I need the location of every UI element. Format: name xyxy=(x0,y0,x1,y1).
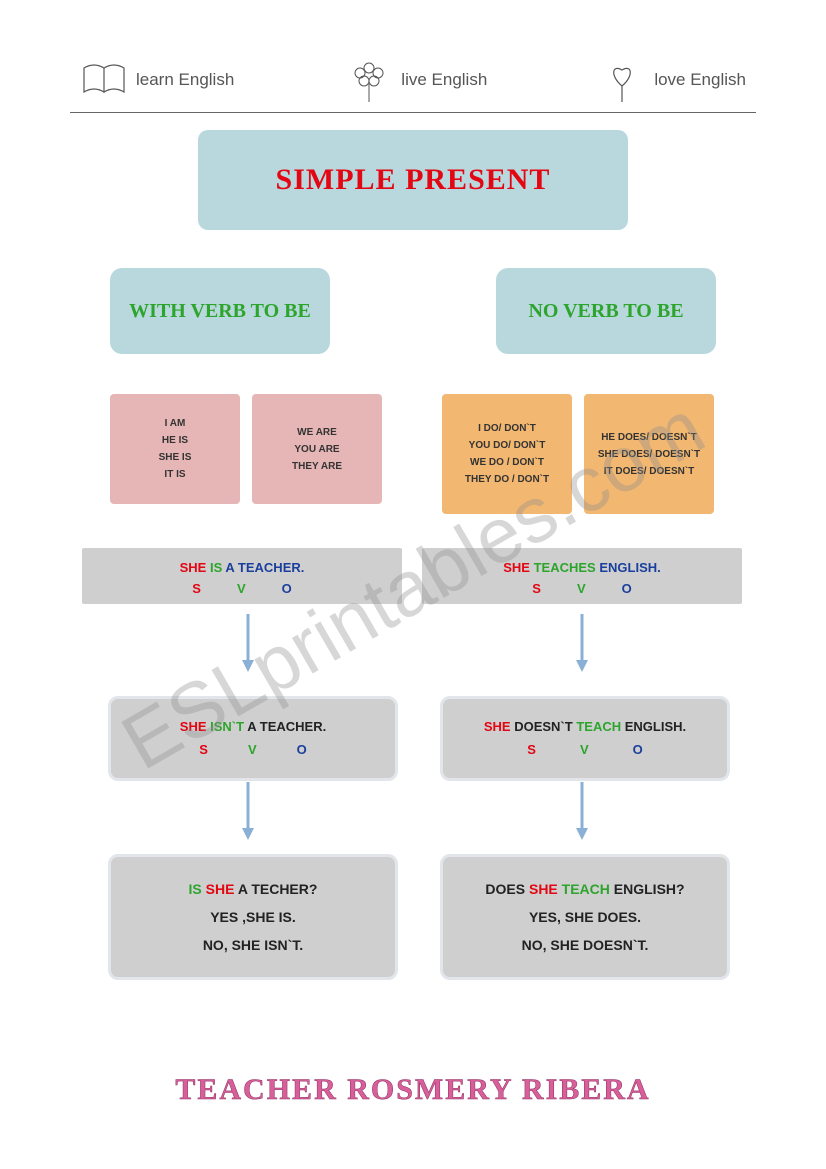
negative-right: SHE DOESN`T TEACH ENGLISH. S V O xyxy=(440,696,730,781)
header-love-text: love English xyxy=(654,70,746,90)
question-right: DOES SHE TEACH ENGLISH? YES, SHE DOES. N… xyxy=(440,854,730,980)
qR-does: DOES xyxy=(485,881,525,897)
barR-rest: ENGLISH. xyxy=(599,560,660,575)
qR-no: NO, SHE DOESN`T. xyxy=(453,931,717,959)
book-icon xyxy=(80,56,128,104)
conjugation-pink-2: WE ARE YOU ARE THEY ARE xyxy=(252,394,382,504)
sub-with-verb: WITH VERB TO BE xyxy=(110,268,330,354)
header-learn-text: learn English xyxy=(136,70,234,90)
arrow-down-icon xyxy=(238,782,258,842)
conjugation-orange-2: HE DOES/ DOESN`T SHE DOES/ DOESN`T IT DO… xyxy=(584,394,714,514)
title-text: SIMPLE PRESENT xyxy=(276,163,551,197)
qL-rest: A TECHER? xyxy=(238,881,318,897)
barL-she: SHE xyxy=(180,560,207,575)
qL-yes: YES ,SHE IS. xyxy=(121,903,385,931)
negR-v: V xyxy=(580,738,589,761)
negR-teach: TEACH xyxy=(576,719,621,734)
flower-icon xyxy=(345,56,393,104)
barR-v: V xyxy=(577,579,586,600)
header-divider xyxy=(70,112,756,113)
conjugation-pink-1: I AM HE IS SHE IS IT IS xyxy=(110,394,240,504)
arrow-down-icon xyxy=(572,614,592,674)
title-box: SIMPLE PRESENT xyxy=(198,130,628,230)
barL-v: V xyxy=(237,579,246,600)
qR-rest: ENGLISH? xyxy=(614,881,685,897)
qR-yes: YES, SHE DOES. xyxy=(453,903,717,931)
qR-she: SHE xyxy=(529,881,558,897)
conjugation-orange-1: I DO/ DON`T YOU DO/ DON`T WE DO / DON`T … xyxy=(442,394,572,514)
sub-left-text: WITH VERB TO BE xyxy=(129,299,311,323)
negL-rest: A TEACHER. xyxy=(247,719,326,734)
negR-rest: ENGLISH. xyxy=(625,719,686,734)
header-live: live English xyxy=(345,56,487,104)
negL-s: S xyxy=(199,738,208,761)
qL-no: NO, SHE ISN`T. xyxy=(121,931,385,959)
arrow-down-icon xyxy=(238,614,258,674)
barR-she: SHE xyxy=(503,560,530,575)
barR-s: S xyxy=(532,579,541,600)
orange2-text: HE DOES/ DOESN`T SHE DOES/ DOESN`T IT DO… xyxy=(598,429,700,480)
qL-she: SHE xyxy=(206,881,235,897)
pink2-text: WE ARE YOU ARE THEY ARE xyxy=(292,424,342,475)
header-row: learn English live English love English xyxy=(80,56,746,104)
header-live-text: live English xyxy=(401,70,487,90)
pink1-text: I AM HE IS SHE IS IT IS xyxy=(159,415,192,483)
footer-author: TEACHER ROSMERY RIBERA xyxy=(0,1073,826,1107)
negR-s: S xyxy=(527,738,536,761)
negR-doesnt: DOESN`T xyxy=(514,719,573,734)
question-left: IS SHE A TECHER? YES ,SHE IS. NO, SHE IS… xyxy=(108,854,398,980)
negL-she: SHE xyxy=(180,719,207,734)
header-learn: learn English xyxy=(80,56,234,104)
negative-left: SHE ISN`T A TEACHER. S V O xyxy=(108,696,398,781)
qL-is: IS xyxy=(189,881,202,897)
barL-is: IS xyxy=(210,560,222,575)
barL-rest: A TEACHER. xyxy=(225,560,304,575)
barR-teaches: TEACHES xyxy=(534,560,596,575)
barL-o: O xyxy=(282,579,292,600)
affirmative-left: SHE IS A TEACHER. S V O xyxy=(82,548,402,604)
negL-isnt: ISN`T xyxy=(210,719,244,734)
orange1-text: I DO/ DON`T YOU DO/ DON`T WE DO / DON`T … xyxy=(465,420,549,488)
header-love: love English xyxy=(598,56,746,104)
heart-icon xyxy=(598,56,646,104)
qR-teach: TEACH xyxy=(562,881,610,897)
sub-no-verb: NO VERB TO BE xyxy=(496,268,716,354)
arrow-down-icon xyxy=(572,782,592,842)
negR-o: O xyxy=(633,738,643,761)
negR-she: SHE xyxy=(484,719,511,734)
affirmative-right: SHE TEACHES ENGLISH. S V O xyxy=(422,548,742,604)
sub-right-text: NO VERB TO BE xyxy=(528,299,683,323)
negL-v: V xyxy=(248,738,257,761)
barL-s: S xyxy=(192,579,201,600)
negL-o: O xyxy=(297,738,307,761)
barR-o: O xyxy=(622,579,632,600)
